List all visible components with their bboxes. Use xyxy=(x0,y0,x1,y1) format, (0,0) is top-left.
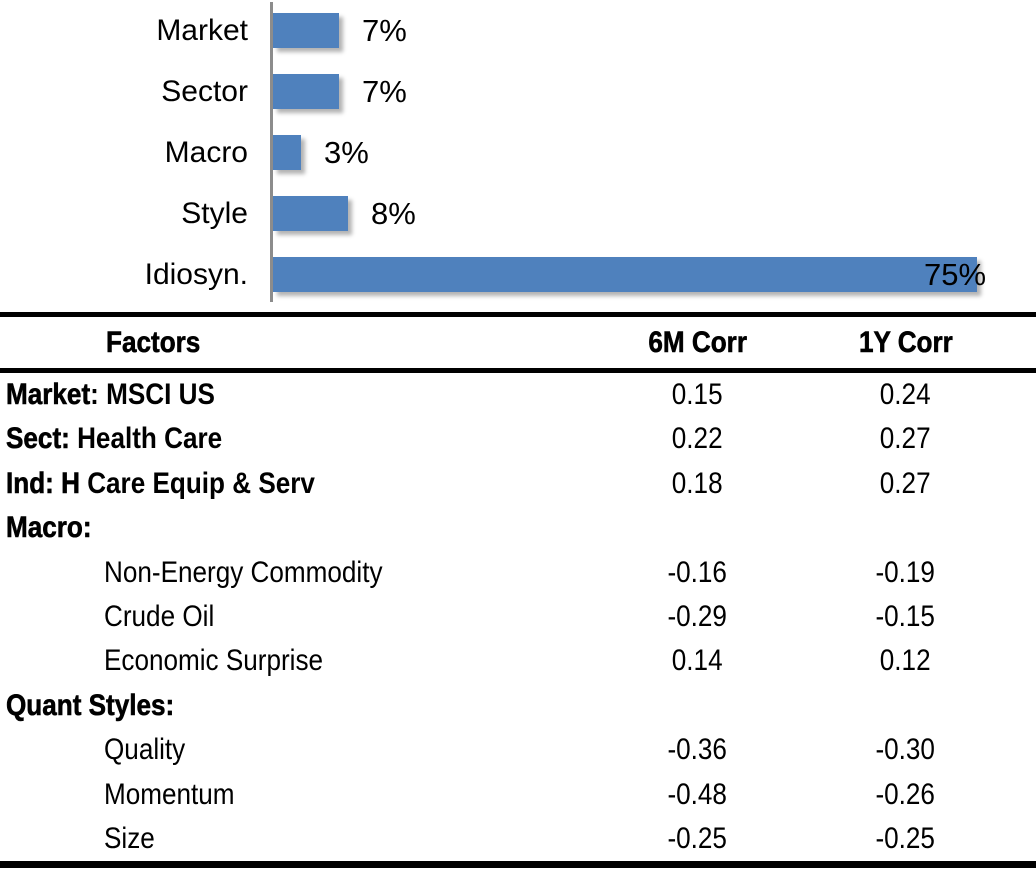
corr-6m-cell: -0.16 xyxy=(667,555,728,589)
factor-cell: Crude Oil xyxy=(104,599,215,633)
corr-1y-cell: -0.15 xyxy=(875,599,936,633)
corr-1y-cell: -0.26 xyxy=(875,777,936,811)
factor-cell: Macro: xyxy=(6,511,92,545)
corr-6m-cell: -0.29 xyxy=(667,599,728,633)
chart-bar-row: Idiosyn. 75% xyxy=(0,257,1036,292)
table-header-row: Factors 6M Corr 1Y Corr xyxy=(0,317,1036,373)
table-row: Sect: Health Care 0.22 0.27 xyxy=(0,417,1036,461)
category-label-sector: Sector xyxy=(161,75,248,108)
risk-contribution-chart: Market 7% Sector 7% Macro 3% Style 8% Idiosyn. 75… xyxy=(0,0,1036,312)
col-header-6m-corr-label: 6M Corr xyxy=(648,326,747,360)
table-row: Market: MSCI US 0.15 0.24 xyxy=(0,373,1036,417)
table-row: Quant Styles: xyxy=(0,684,1036,728)
corr-6m-cell: 0.18 xyxy=(672,466,723,500)
factor-correlation-table: Factors 6M Corr 1Y Corr Market: MSCI US 0… xyxy=(0,312,1036,869)
bar-style xyxy=(273,196,348,231)
table-row: Size -0.25 -0.25 xyxy=(0,817,1036,861)
bar-value-label: 7% xyxy=(362,13,407,48)
chart-bar-row: Sector 7% xyxy=(0,74,1036,109)
bar-idiosyn xyxy=(273,257,977,292)
bar-macro xyxy=(273,135,301,170)
bar-value-label: 3% xyxy=(324,135,369,170)
factor-cell: Economic Surprise xyxy=(104,644,324,678)
corr-1y-cell: -0.25 xyxy=(875,821,936,855)
col-header-factors: Factors xyxy=(0,317,620,368)
corr-6m-cell: -0.36 xyxy=(667,733,728,767)
col-header-factors-label: Factors xyxy=(105,326,201,360)
chart-bar-row: Macro 3% xyxy=(0,135,1036,170)
table-body: Market: MSCI US 0.15 0.24 Sect: Health Care… xyxy=(0,373,1036,861)
chart-bar-row: Market 7% xyxy=(0,13,1036,48)
table-row: Ind: H Care Equip & Serv 0.18 0.27 xyxy=(0,462,1036,506)
factor-cell: Momentum xyxy=(104,777,235,811)
corr-6m-cell: 0.22 xyxy=(672,422,723,456)
corr-6m-cell: -0.25 xyxy=(667,821,728,855)
col-header-1y-corr-label: 1Y Corr xyxy=(858,326,953,360)
col-header-6m-corr: 6M Corr xyxy=(620,317,775,368)
factor-cell: Market: MSCI US xyxy=(6,378,215,412)
category-label-market: Market xyxy=(156,14,248,47)
corr-1y-cell: 0.24 xyxy=(880,378,931,411)
category-label-style: Style xyxy=(181,197,248,230)
table-row: Quality -0.36 -0.30 xyxy=(0,728,1036,772)
table-row: Crude Oil -0.29 -0.15 xyxy=(0,595,1036,639)
chart-baseline-axis xyxy=(270,2,273,302)
factor-cell: Non-Energy Commodity xyxy=(104,555,383,589)
table-row: Macro: xyxy=(0,506,1036,550)
col-header-1y-corr: 1Y Corr xyxy=(775,317,1036,368)
bar-value-label: 7% xyxy=(362,74,407,109)
factor-cell: Sect: Health Care xyxy=(6,422,223,456)
corr-1y-cell xyxy=(775,684,1036,728)
bar-value-label: 8% xyxy=(371,196,416,231)
corr-6m-cell xyxy=(620,684,775,728)
bar-value-label: 75% xyxy=(924,257,987,292)
factor-cell: Size xyxy=(104,821,155,855)
corr-1y-cell: -0.19 xyxy=(875,555,936,589)
category-label-macro: Macro xyxy=(164,136,248,169)
table-row: Momentum -0.48 -0.26 xyxy=(0,773,1036,817)
corr-1y-cell: 0.12 xyxy=(880,644,931,678)
corr-6m-cell: -0.48 xyxy=(667,777,728,811)
factor-cell: Quant Styles: xyxy=(6,688,175,722)
corr-1y-cell: 0.27 xyxy=(880,422,931,456)
bar-market xyxy=(273,13,339,48)
table-row: Economic Surprise 0.14 0.12 xyxy=(0,639,1036,683)
factor-cell: Ind: H Care Equip & Serv xyxy=(6,466,315,500)
factor-cell: Quality xyxy=(104,733,186,767)
corr-1y-cell: -0.30 xyxy=(875,733,936,767)
corr-1y-cell xyxy=(775,506,1036,550)
corr-6m-cell: 0.15 xyxy=(672,378,723,411)
corr-6m-cell xyxy=(620,506,775,550)
corr-1y-cell: 0.27 xyxy=(880,466,931,500)
chart-bar-row: Style 8% xyxy=(0,196,1036,231)
bar-sector xyxy=(273,74,339,109)
corr-6m-cell: 0.14 xyxy=(672,644,723,678)
category-label-idiosyn: Idiosyn. xyxy=(144,258,248,291)
table-row: Non-Energy Commodity -0.16 -0.19 xyxy=(0,551,1036,595)
